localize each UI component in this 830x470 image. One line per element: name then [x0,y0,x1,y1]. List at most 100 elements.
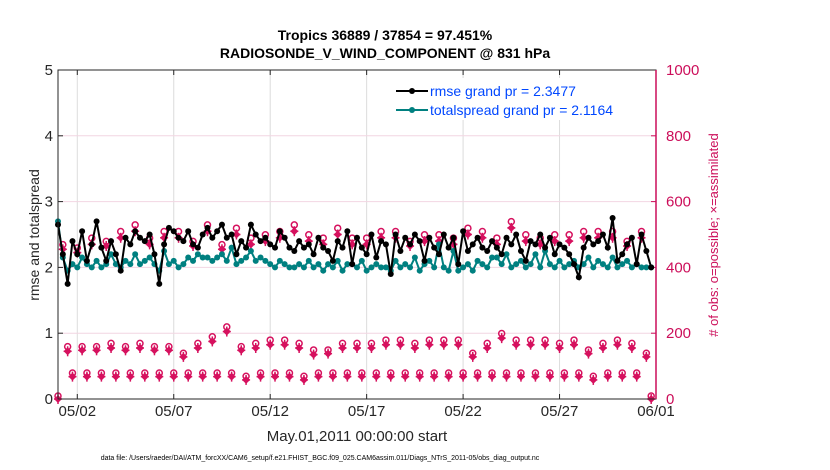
rmse-point [556,241,563,248]
rmse-point [522,257,529,264]
obs-possible-marker [280,336,289,344]
totalspread-point [513,261,520,268]
rmse-point [180,238,187,245]
x-tick-label: 06/01 [637,403,675,420]
rmse-point [272,244,279,251]
totalspread-point [561,264,568,271]
obs-possible-marker [353,339,361,348]
rmse-point [243,244,250,251]
rmse-point [604,244,611,251]
totalspread-point [344,261,351,268]
totalspread-point [175,264,182,271]
totalspread-point [272,264,279,271]
rmse-point [633,261,640,268]
obs-possible-marker [618,369,626,377]
obs-possible-marker [526,336,535,344]
rmse-point [445,244,452,251]
rmse-point [435,251,442,258]
totalspread-point [79,254,86,261]
obs-possible-marker [237,342,246,351]
obs-possible-marker [570,336,578,344]
obs-possible-marker [522,231,530,239]
totalspread-point [455,267,462,274]
rmse-point [648,264,655,271]
rmse-point [479,244,486,251]
y-tick-label: 3 [45,194,53,211]
rmse-point [127,241,134,248]
obs-possible-marker [507,217,516,226]
obs-possible-marker [632,369,641,377]
totalspread-point [243,254,250,261]
totalspread-point [286,264,293,271]
totalspread-point [296,261,303,268]
rmse-point [267,241,274,248]
totalspread-point [194,251,201,258]
totalspread-point [98,264,105,271]
rmse-point [599,231,606,238]
y2-tick-label: 800 [666,128,691,145]
obs-possible-marker [343,369,352,377]
obs-possible-marker [223,323,231,331]
totalspread-point [493,254,500,261]
rmse-point [98,244,105,251]
obs-possible-marker [78,342,86,351]
obs-possible-marker [531,369,540,377]
totalspread-point [305,257,312,264]
totalspread-point [190,257,197,264]
totalspread-point [382,264,389,271]
rmse-point [614,257,621,264]
totalspread-point [416,267,423,274]
totalspread-point [474,257,481,264]
obs-possible-marker [444,369,453,377]
rmse-point [204,224,211,231]
totalspread-point [334,257,341,264]
obs-possible-marker [430,369,438,377]
y-tick-label: 0 [45,391,53,408]
rmse-point [185,228,192,235]
x-tick-label: 05/12 [251,403,289,420]
totalspread-point [122,257,129,264]
obs-possible-marker [131,221,139,229]
totalspread-point [320,267,327,274]
rmse-point [228,231,235,238]
obs-possible-marker [333,224,342,232]
rmse-point [320,244,327,251]
obs-possible-marker [92,342,101,351]
rmse-point [609,215,616,222]
rmse-point [339,244,346,251]
obs-possible-marker [165,342,173,351]
totalspread-point [609,254,616,261]
rmse-point [83,257,90,264]
rmse-point [571,261,578,268]
obs-possible-marker [179,349,188,357]
totalspread-point [551,264,558,271]
obs-possible-marker [329,369,337,377]
rmse-point [257,238,264,245]
rmse-point [334,238,341,245]
totalspread-point [628,264,635,271]
totalspread-point [262,257,269,264]
obs-possible-marker [97,369,106,377]
rmse-point [402,234,409,241]
obs-possible-marker [59,240,67,249]
obs-possible-marker [227,369,236,377]
rmse-point [214,228,221,235]
obs-possible-marker [198,369,207,377]
totalspread-point [141,257,148,264]
totalspread-point [276,257,283,264]
totalspread-point [392,257,399,264]
rmse-point [397,247,404,254]
obs-possible-marker [604,369,612,377]
rmse-point [484,247,491,254]
totalspread-point [204,254,211,261]
totalspread-point [397,264,404,271]
x-tick-label: 05/27 [541,403,579,420]
obs-possible-marker [468,349,477,357]
chart-title: Tropics 36889 / 37854 = 97.451% [278,27,493,43]
rmse-point [532,241,539,248]
rmse-point [300,244,307,251]
totalspread-point [532,251,539,258]
rmse-point [276,228,283,235]
obs-possible-marker [309,346,318,354]
obs-possible-marker [251,339,260,348]
